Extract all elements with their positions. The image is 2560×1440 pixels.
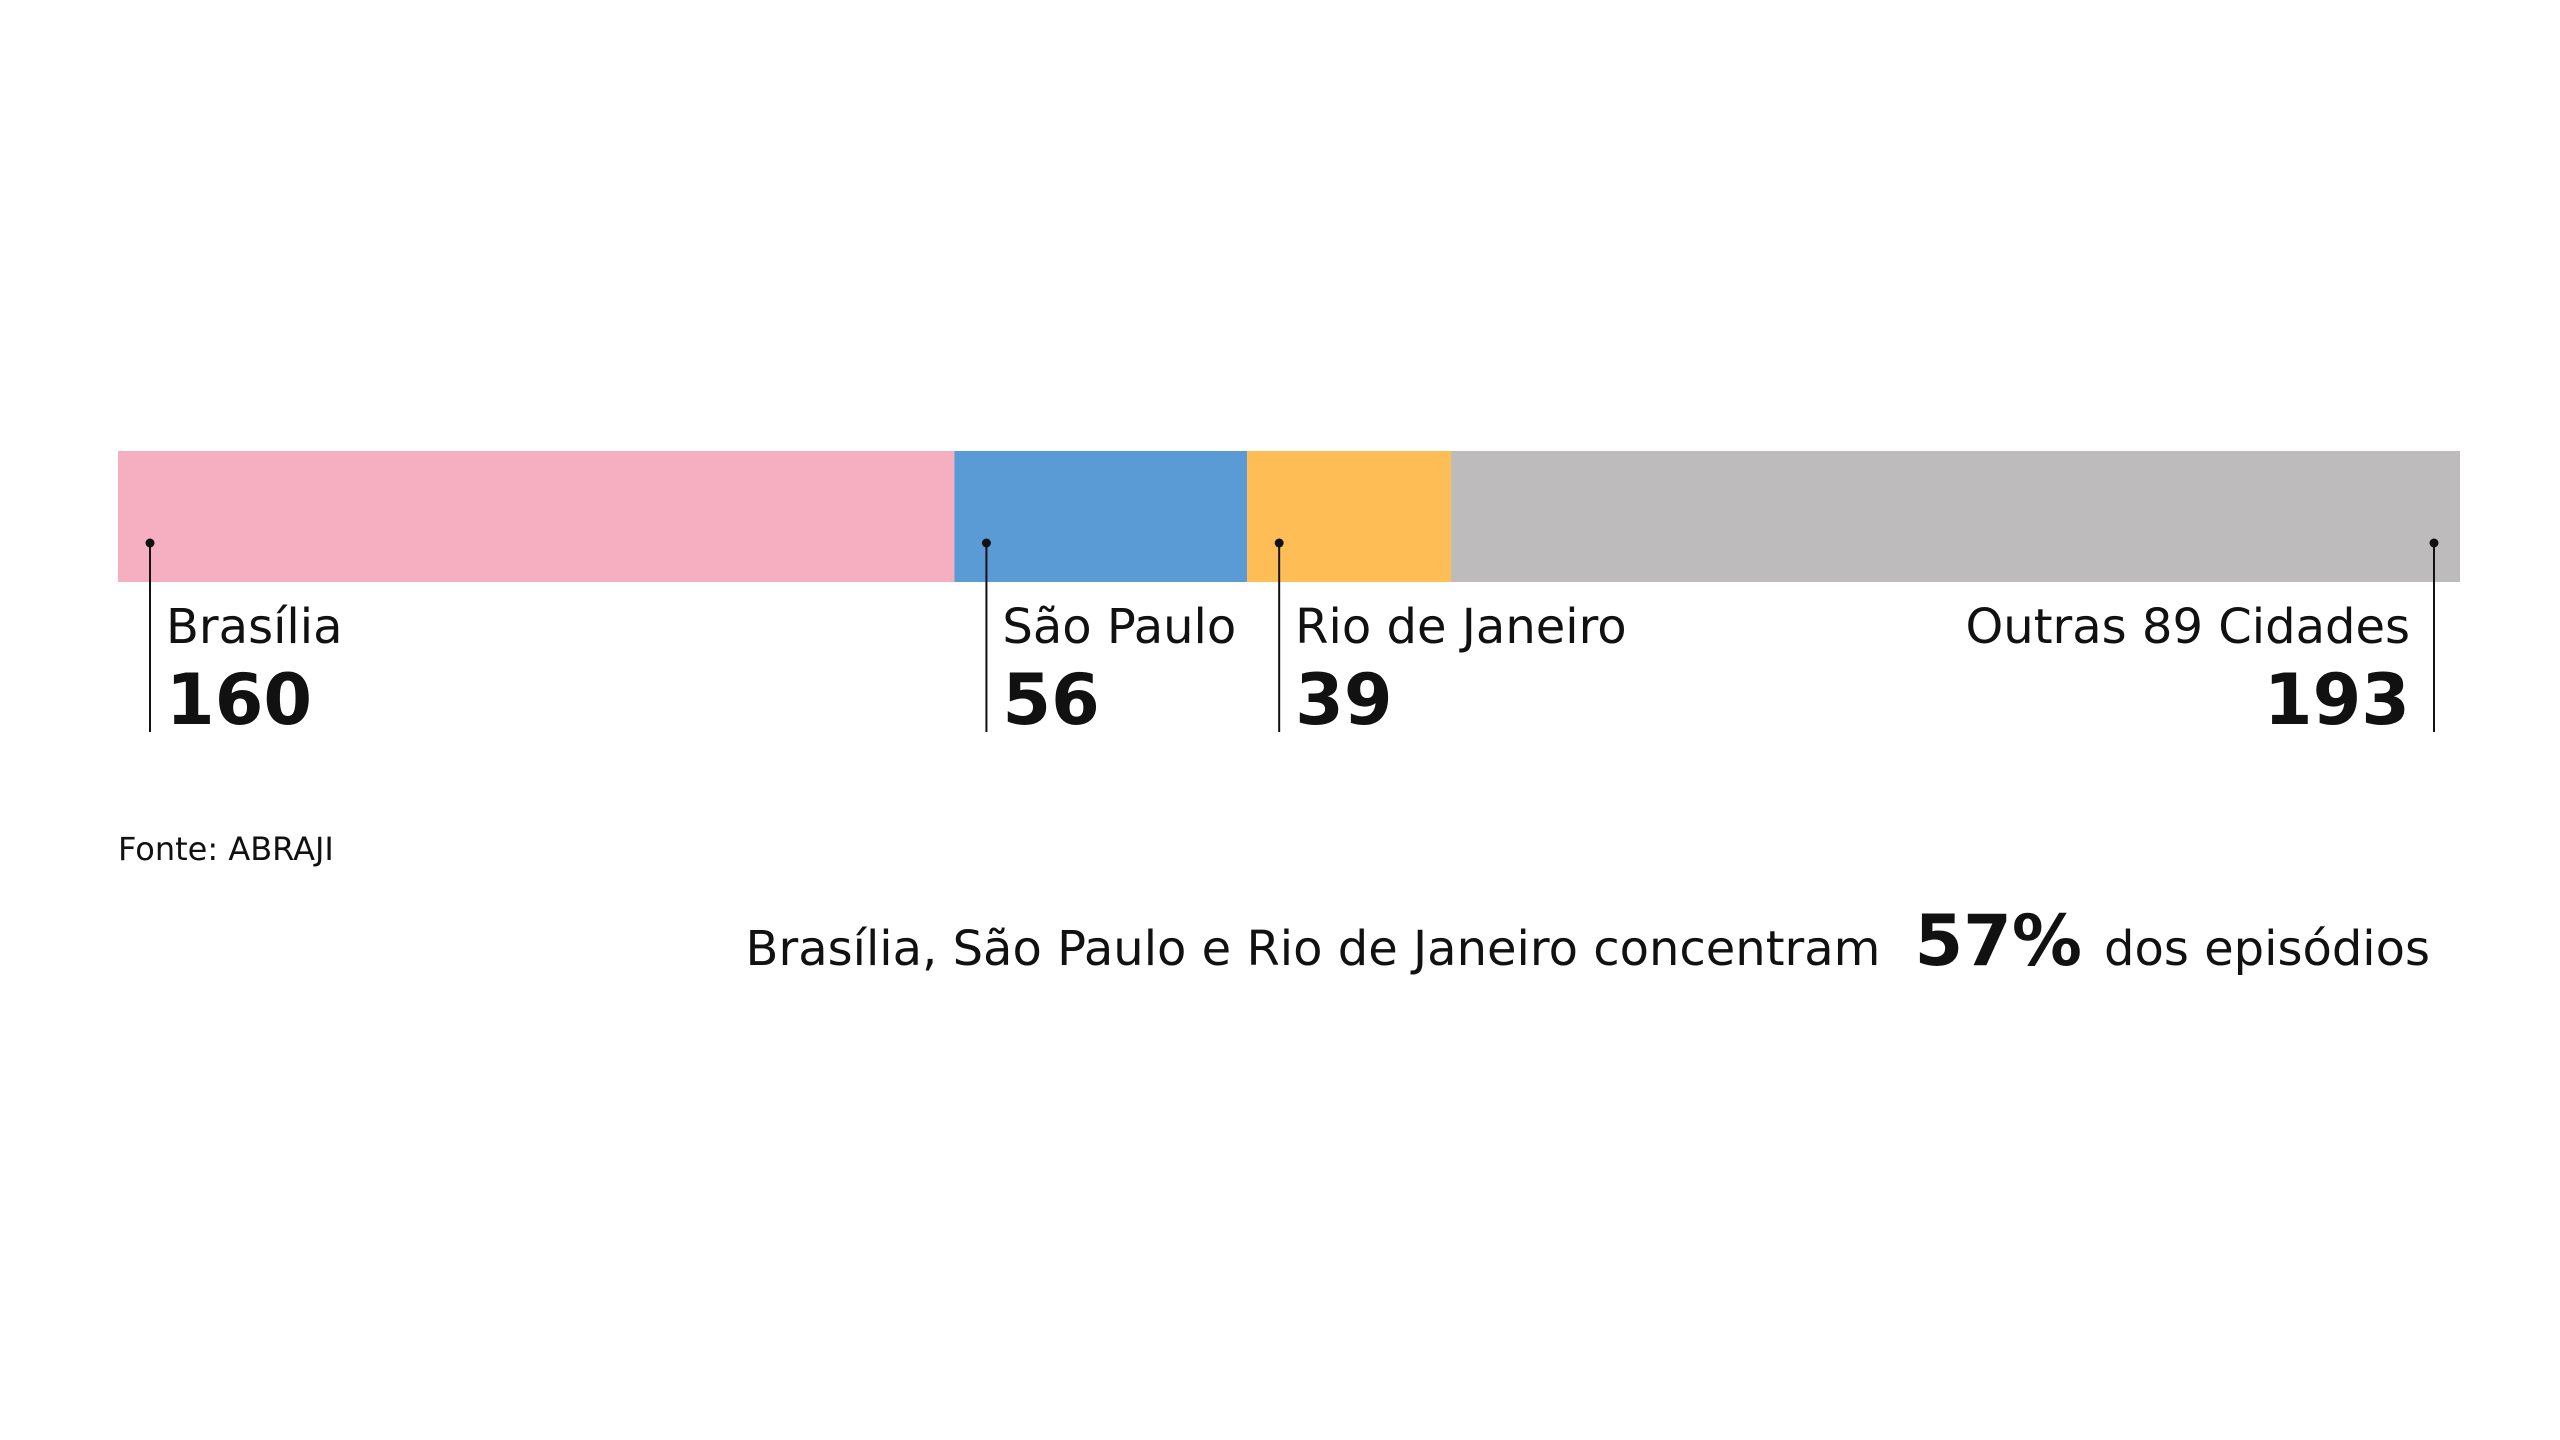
summary-statement: Brasília, São Paulo e Rio de Janeiro con… [746,900,2430,982]
summary-text-pre: Brasília, São Paulo e Rio de Janeiro con… [746,921,1881,977]
segment-value-brasilia: 160 [166,659,312,741]
segment-label-rio-de-janeiro: Rio de Janeiro [1295,599,1626,655]
bar-segments [118,451,2460,582]
segment-label-outras-89-cidades: Outras 89 Cidades [1965,599,2410,655]
summary-highlight-percent: 57% [1914,900,2082,982]
segment-label-brasilia: Brasília [166,599,343,655]
summary-text-post: dos episódios [2104,921,2430,977]
bar-segment-sao-paulo [954,451,1247,582]
segment-value-outras-89-cidades: 193 [2264,659,2410,741]
segment-value-sao-paulo: 56 [1002,659,1099,741]
segment-label-sao-paulo: São Paulo [1002,599,1236,655]
segment-value-rio-de-janeiro: 39 [1295,659,1392,741]
source-note: Fonte: ABRAJI [118,830,334,868]
bar-segment-brasilia [118,451,954,582]
bar-segment-rio-de-janeiro [1247,451,1451,582]
bar-segment-outras-89-cidades [1451,451,2460,582]
